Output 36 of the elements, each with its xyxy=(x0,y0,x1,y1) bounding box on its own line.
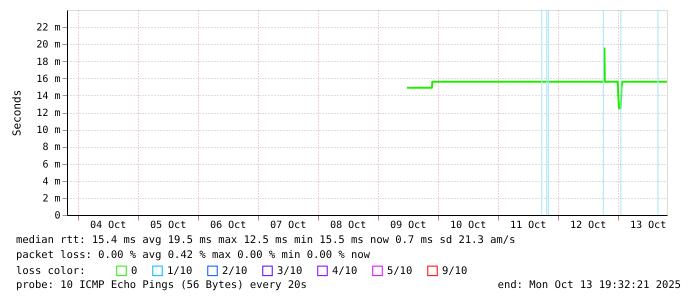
legend-label: 3/10 xyxy=(277,264,302,277)
legend-label: 9/10 xyxy=(442,264,468,277)
x-tick-label: 12 Oct xyxy=(570,220,606,231)
legend-label: 5/10 xyxy=(387,264,412,277)
legend-title: loss color: xyxy=(16,265,86,277)
y-tick-label: 10 m xyxy=(36,125,60,136)
x-tick-label: 10 Oct xyxy=(450,220,486,231)
y-tick-label: 20 m xyxy=(36,40,60,51)
y-tick-label: 18 m xyxy=(36,56,60,68)
text: probe: 10 ICMP Echo Pings (56 Bytes) every 20s xyxy=(16,279,307,291)
text: end: Mon Oct 13 19:32:21 2025 xyxy=(498,279,681,291)
legend-label: 1/10 xyxy=(167,264,192,277)
y-axis-title: Seconds xyxy=(10,90,24,136)
y-tick-label: 4 m xyxy=(42,176,60,188)
x-tick-label: 04 Oct xyxy=(90,220,126,231)
y-tick-label: 14 m xyxy=(36,90,60,102)
y-tick-label: 22 m xyxy=(36,22,60,34)
x-tick-label: 13 Oct xyxy=(630,220,666,231)
x-tick-label: 11 Oct xyxy=(510,220,546,231)
text: packet loss: 0.00 % avg 0.42 % max 0.00 % min 0.00 % now xyxy=(16,249,371,261)
x-tick-label: 07 Oct xyxy=(270,220,306,231)
legend-label: 2/10 xyxy=(222,264,248,277)
legend-label: 4/10 xyxy=(332,264,358,277)
x-tick-label: 06 Oct xyxy=(210,220,246,231)
text: median rtt: 15.4 ms avg 19.5 ms max 12.5 ms min 15.5 ms now 0.7 ms sd 21.3 am/s xyxy=(16,234,516,246)
x-tick-label: 05 Oct xyxy=(150,220,186,231)
x-tick-label: 08 Oct xyxy=(330,220,366,231)
line-series xyxy=(406,47,668,110)
y-tick-label: 12 m xyxy=(36,108,60,119)
legend-label: 0 xyxy=(131,264,138,277)
y-tick-label: 2 m xyxy=(42,193,60,204)
y-tick-label: 0 xyxy=(54,210,60,222)
x-tick-label: 09 Oct xyxy=(390,220,426,231)
y-tick-label: 8 m xyxy=(42,142,60,154)
y-tick-label: 6 m xyxy=(42,159,60,170)
y-tick-label: 16 m xyxy=(36,74,60,85)
